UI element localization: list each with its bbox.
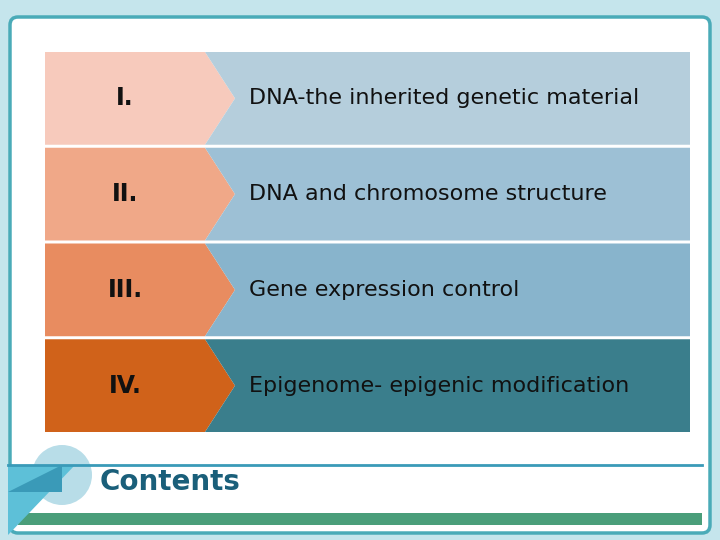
Text: Gene expression control: Gene expression control — [249, 280, 519, 300]
Text: DNA-the inherited genetic material: DNA-the inherited genetic material — [249, 89, 639, 109]
FancyBboxPatch shape — [10, 17, 710, 533]
Polygon shape — [205, 339, 690, 432]
Text: Contents: Contents — [100, 468, 241, 496]
Text: Epigenome- epigenic modification: Epigenome- epigenic modification — [249, 376, 629, 396]
Text: IV.: IV. — [109, 374, 141, 397]
Polygon shape — [45, 244, 235, 336]
Polygon shape — [8, 465, 62, 492]
Polygon shape — [45, 52, 235, 145]
Circle shape — [32, 445, 92, 505]
Polygon shape — [45, 148, 235, 240]
Polygon shape — [205, 244, 690, 336]
Polygon shape — [205, 52, 690, 145]
Text: I.: I. — [116, 86, 134, 110]
Polygon shape — [8, 465, 75, 535]
Text: II.: II. — [112, 182, 138, 206]
Polygon shape — [205, 148, 690, 240]
Polygon shape — [45, 339, 235, 432]
Bar — [18, 513, 702, 525]
Text: DNA and chromosome structure: DNA and chromosome structure — [249, 184, 607, 204]
Text: III.: III. — [107, 278, 143, 302]
